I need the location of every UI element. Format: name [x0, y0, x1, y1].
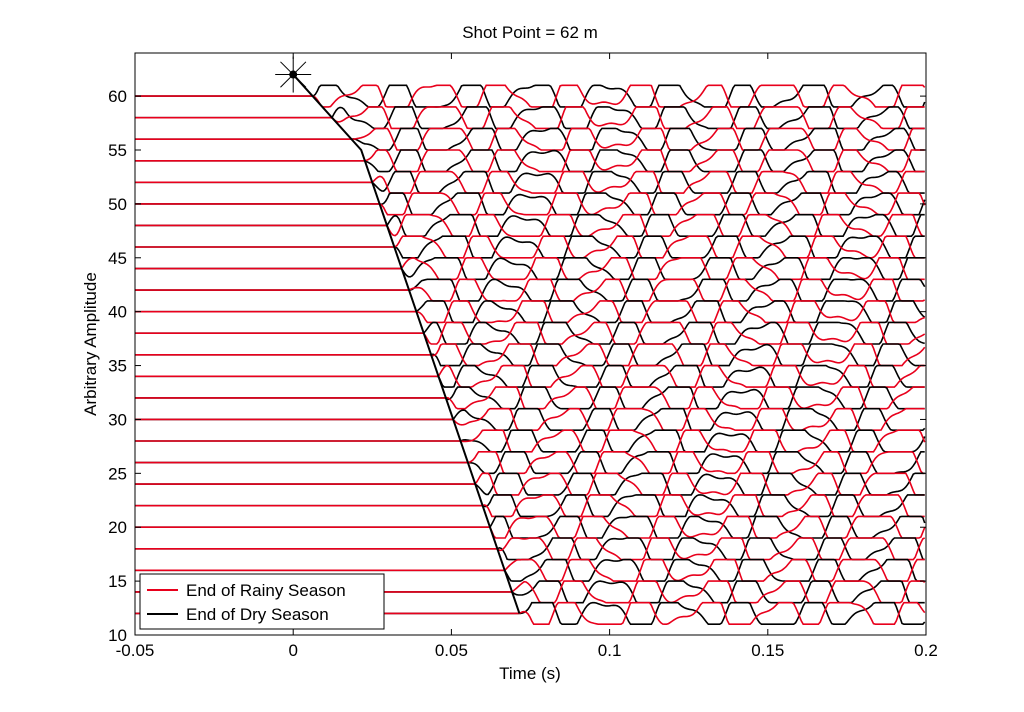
- trace-rainy-season: [135, 84, 926, 108]
- trace-rainy-season: [135, 472, 925, 496]
- trace-rainy-season: [135, 257, 925, 281]
- trace-rainy-season: [135, 235, 925, 259]
- trace-rainy-season: [135, 343, 926, 367]
- trace-rainy-season: [135, 149, 925, 173]
- y-tick-label: 55: [108, 141, 127, 160]
- trace-rainy-season: [135, 170, 925, 194]
- y-axis-label: Arbitrary Amplitude: [81, 272, 100, 416]
- y-tick-label: 20: [108, 518, 127, 537]
- x-axis: -0.05 0 0.05 0.1 0.15 0.2: [116, 53, 938, 660]
- trace-rainy-season: [135, 192, 926, 216]
- legend: End of Rainy Season End of Dry Season: [139, 573, 385, 630]
- trace-rainy-season: [135, 386, 925, 410]
- y-tick-label: 10: [108, 626, 127, 645]
- trace-group: [135, 84, 926, 625]
- trace-rainy-season: [135, 278, 926, 302]
- y-tick-label: 45: [108, 249, 127, 268]
- y-tick-label: 40: [108, 303, 127, 322]
- x-tick-label: 0.2: [914, 641, 938, 660]
- chart-title: Shot Point = 62 m: [462, 23, 598, 42]
- shot-point-marker: [275, 56, 312, 93]
- y-axis: 10 15 20 25 30 35 40 45 50 55 60: [108, 87, 926, 645]
- trace-rainy-season: [135, 558, 925, 582]
- legend-label-rainy: End of Rainy Season: [186, 581, 346, 600]
- y-tick-label: 35: [108, 357, 127, 376]
- y-tick-label: 15: [108, 572, 127, 591]
- shot-point-dot: [289, 70, 298, 79]
- y-tick-label: 25: [108, 464, 127, 483]
- trace-rainy-season: [135, 407, 925, 431]
- first-arrival-group: [292, 73, 521, 614]
- plot-area-frame: [134, 52, 927, 636]
- legend-label-dry: End of Dry Season: [186, 605, 329, 624]
- trace-rainy-season: [135, 451, 925, 475]
- trace-rainy-season: [135, 213, 925, 237]
- trace-rainy-season: [135, 429, 926, 453]
- legend-box: [139, 573, 385, 630]
- y-tick-label: 50: [108, 195, 127, 214]
- trace-rainy-season: [135, 106, 925, 130]
- y-tick-label: 60: [108, 87, 127, 106]
- x-tick-label: -0.05: [116, 641, 155, 660]
- trace-rainy-season: [135, 300, 925, 324]
- y-tick-label: 30: [108, 410, 127, 429]
- trace-rainy-season: [135, 127, 925, 151]
- x-tick-label: 0.1: [598, 641, 622, 660]
- trace-rainy-season: [135, 364, 925, 388]
- x-tick-label: 0.15: [751, 641, 784, 660]
- trace-rainy-season: [135, 494, 925, 518]
- trace-rainy-season: [135, 321, 926, 345]
- x-tick-label: 0.05: [435, 641, 468, 660]
- trace-rainy-season: [135, 537, 926, 561]
- x-axis-label: Time (s): [499, 664, 561, 683]
- x-tick-label: 0: [288, 641, 297, 660]
- trace-rainy-season: [135, 515, 926, 539]
- first-arrival-line: [292, 73, 521, 614]
